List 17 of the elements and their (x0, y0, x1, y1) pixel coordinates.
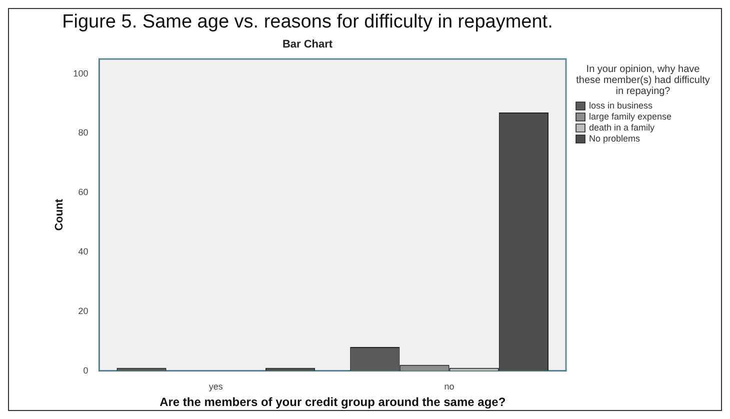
legend-label: large family expense (589, 111, 672, 122)
x-tick-label: no (444, 382, 454, 392)
legend-title: In your opinion, why have these member(s) had difficulty in repaying? (576, 64, 710, 97)
chart-subtitle: Bar Chart (282, 38, 333, 50)
y-tick-label: 60 (78, 187, 88, 198)
legend-label: death in a family (589, 122, 656, 132)
y-tick-label: 40 (78, 246, 88, 257)
y-tick-label: 80 (78, 128, 88, 138)
y-tick-label: 0 (83, 365, 88, 376)
y-tick-label: 20 (78, 306, 88, 316)
x-tick-label: yes (208, 382, 224, 392)
y-tick-label: 100 (73, 68, 88, 78)
legend-label: No problems (589, 133, 641, 144)
chart-title: Figure 5. Same age vs. reasons for difficulty in repayment. (62, 12, 553, 33)
y-axis-title: Count (54, 198, 66, 231)
legend-label: loss in business (589, 100, 654, 110)
x-axis-title: Are the members of your credit group around the same age? (160, 395, 506, 410)
